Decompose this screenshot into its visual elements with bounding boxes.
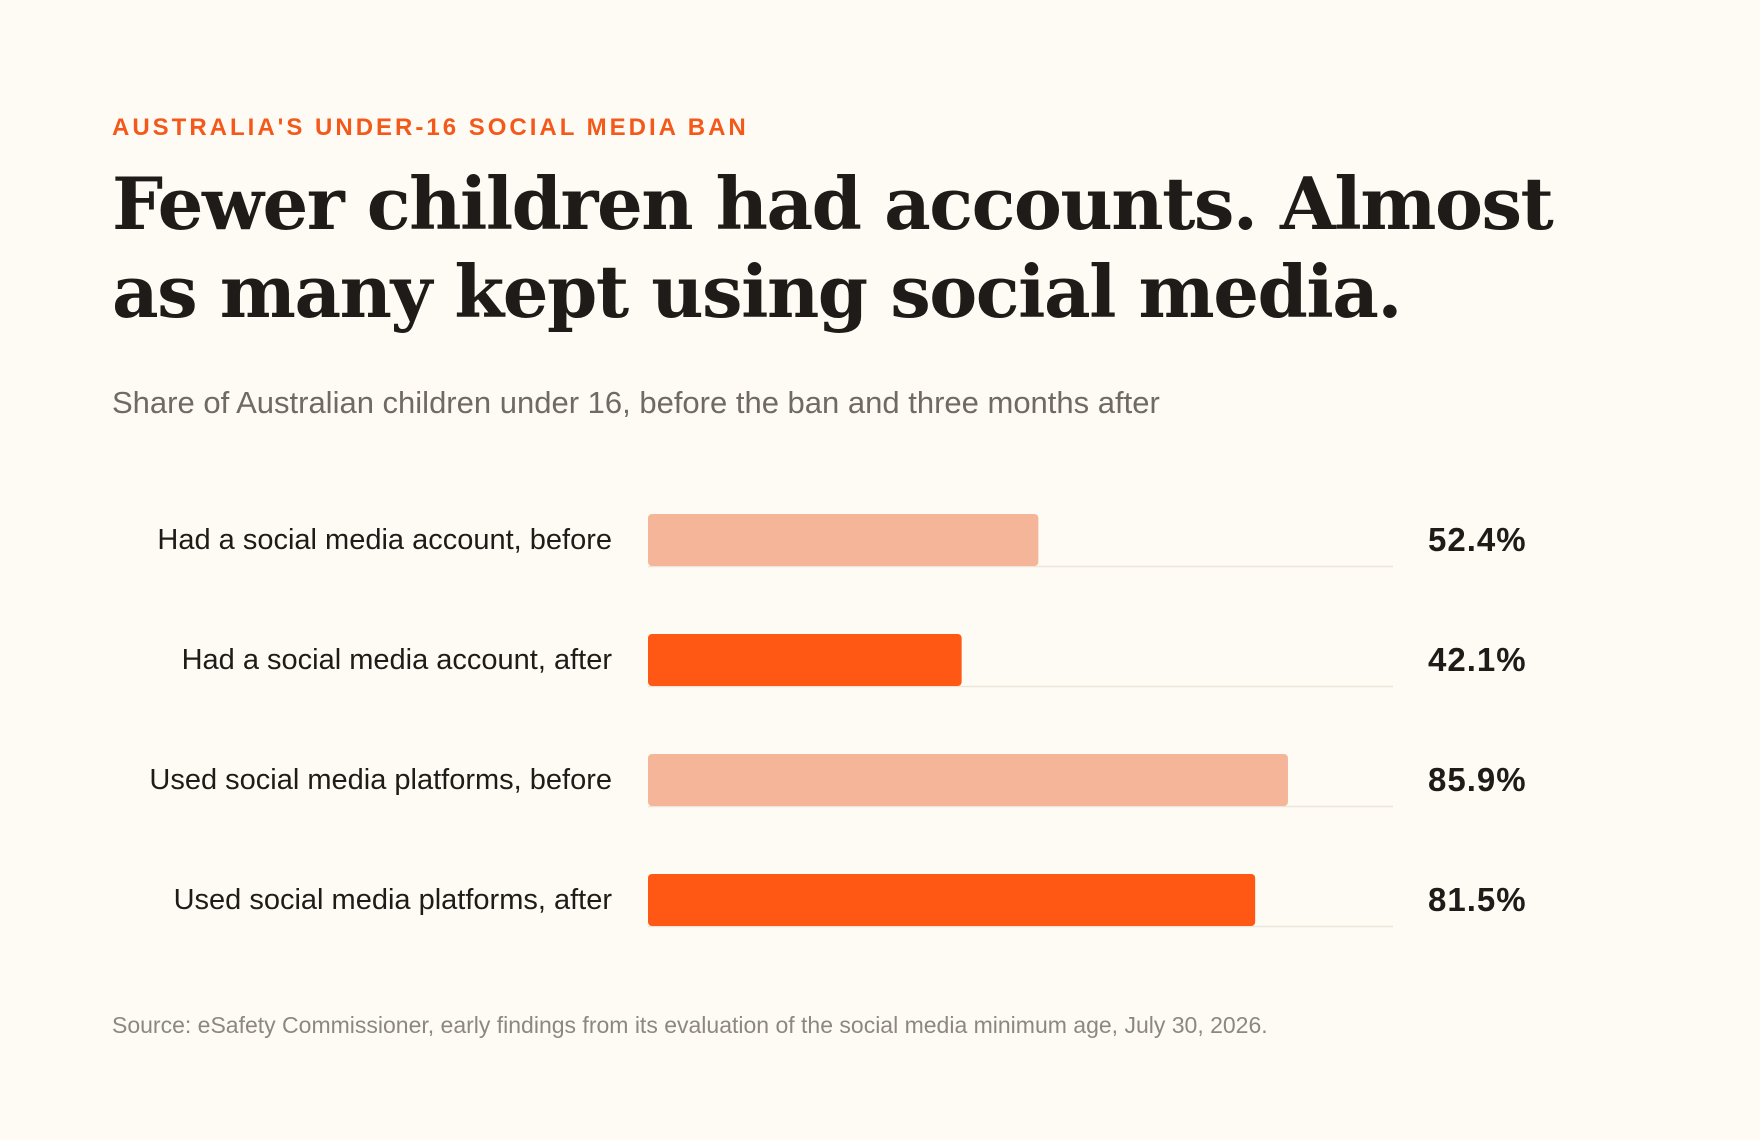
kicker: AUSTRALIA'S UNDER-16 SOCIAL MEDIA BAN — [112, 114, 749, 141]
value-label: 85.9% — [1428, 761, 1527, 798]
value-label: 52.4% — [1428, 521, 1527, 558]
category-label: Had a social media account, after — [181, 644, 612, 676]
bar — [648, 514, 1039, 566]
category-label: Used social media platforms, before — [149, 764, 612, 796]
value-label: 42.1% — [1428, 641, 1527, 678]
chart-title: Fewer children had accounts. Almost as m… — [112, 161, 1554, 334]
category-label: Had a social media account, before — [157, 524, 612, 556]
bar — [648, 634, 962, 686]
category-label: Used social media platforms, after — [173, 884, 612, 916]
bar — [648, 874, 1256, 926]
subtitle: Share of Australian children under 16, b… — [112, 385, 1160, 420]
value-label: 81.5% — [1428, 881, 1527, 918]
source: Source: eSafety Commissioner, early find… — [112, 1012, 1268, 1038]
bar — [648, 754, 1288, 806]
